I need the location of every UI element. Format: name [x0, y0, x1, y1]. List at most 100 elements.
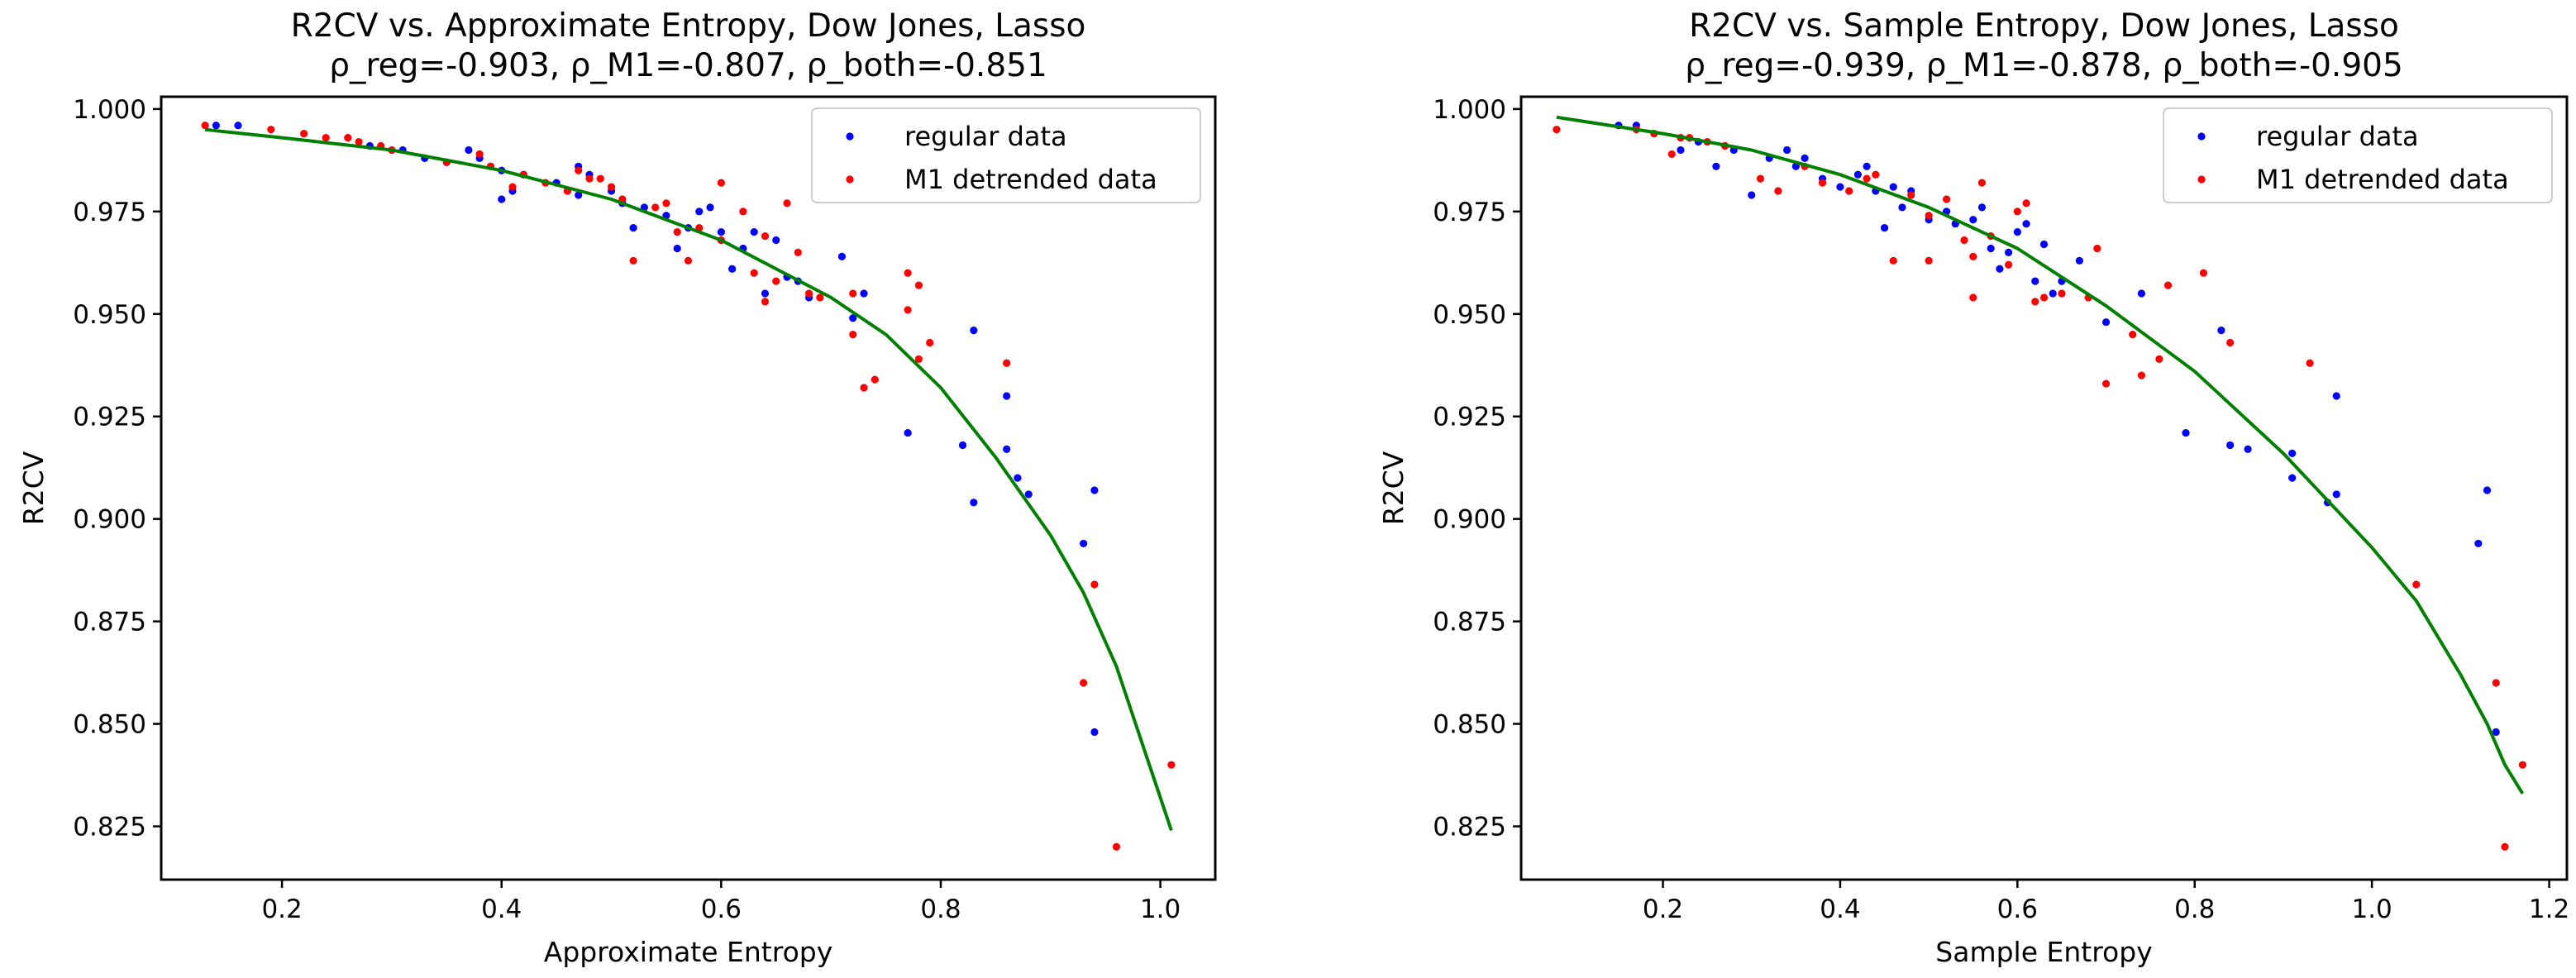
regular-data-point [728, 265, 737, 273]
x-tick-label: 0.6 [1997, 895, 2038, 924]
regular-data-point [2332, 490, 2340, 499]
regular-data-point [750, 228, 758, 236]
m1-data-point [750, 269, 758, 277]
m1-data-point [1003, 359, 1011, 367]
regular-data-point [498, 195, 506, 203]
m1-data-point [2129, 330, 2137, 339]
m1-data-point [1872, 170, 1880, 179]
m1-data-point [1925, 212, 1933, 220]
regular-data-point [1090, 728, 1099, 737]
y-axis-label: R2CV [1377, 451, 1410, 525]
m1-data-point [1080, 679, 1088, 687]
m1-data-point [596, 174, 604, 183]
regular-data-point [1801, 154, 1809, 162]
legend-marker [846, 175, 854, 184]
regular-data-point [904, 428, 912, 437]
m1-data-point [673, 228, 681, 236]
x-tick-label: 0.6 [701, 895, 742, 924]
regular-data-point [1712, 162, 1720, 170]
m1-data-point [926, 338, 934, 347]
x-tick-label: 0.2 [261, 895, 302, 924]
axes-frame [160, 95, 1217, 881]
x-tick-label: 0.8 [920, 895, 961, 924]
regular-data-point [849, 314, 857, 322]
m1-data-point [508, 183, 517, 191]
regular-data-point [2013, 228, 2021, 236]
regular-data-point [1977, 203, 1987, 212]
regular-data-point [706, 203, 714, 212]
regular-data-point [2039, 240, 2049, 249]
regular-data-point [860, 289, 868, 298]
m1-data-point [300, 130, 308, 138]
m1-data-point [1774, 187, 1782, 195]
m1-data-point [2137, 371, 2146, 379]
series-regular [1615, 122, 2500, 737]
m1-data-point [1818, 179, 1827, 187]
m1-data-point [2412, 580, 2421, 589]
chart-subtitle: ρ_reg=-0.939, ρ_M1=-0.878, ρ_both=-0.905 [1685, 47, 2403, 84]
regular-data-point [2332, 392, 2340, 400]
m1-data-point [1977, 179, 1987, 187]
m1-data-point [2101, 379, 2111, 388]
x-tick-label: 1.0 [2351, 895, 2392, 924]
m1-data-point [2199, 269, 2208, 277]
m1-data-point [1667, 150, 1676, 159]
regular-data-point [2492, 728, 2500, 737]
m1-data-point [1942, 195, 1951, 203]
regular-data-point [2005, 248, 2013, 257]
y-tick-label: 1.000 [1433, 95, 1506, 125]
m1-data-point [651, 203, 660, 212]
m1-data-point [849, 289, 857, 298]
legend-label: regular data [2256, 121, 2419, 152]
regular-data-point [2226, 441, 2235, 450]
series-m1-detrended [1553, 126, 2526, 851]
m1-data-point [585, 174, 594, 183]
regular-data-point [2182, 428, 2190, 437]
regular-data-point [837, 252, 847, 260]
y-tick-label: 0.950 [73, 300, 146, 330]
y-tick-label: 0.950 [1433, 300, 1506, 330]
chart-title: R2CV vs. Sample Entropy, Dow Jones, Lass… [1689, 7, 2399, 45]
regular-data-point [465, 146, 473, 155]
y-tick-label: 1.000 [73, 95, 146, 125]
x-tick-label: 1.0 [1140, 895, 1181, 924]
m1-data-point [2518, 761, 2526, 769]
m1-data-point [2155, 355, 2163, 363]
y-tick-label: 0.850 [1433, 710, 1506, 740]
fit-curve [1556, 115, 2525, 794]
regular-data-point [1969, 216, 1977, 224]
m1-data-point [772, 277, 780, 285]
regular-data-point [695, 208, 704, 216]
m1-data-point [914, 355, 923, 363]
regular-data-point [2244, 445, 2252, 453]
m1-data-point [2501, 842, 2509, 851]
regular-data-point [1996, 265, 2004, 273]
y-tick-label: 0.975 [1433, 198, 1506, 227]
y-tick-label: 0.925 [1433, 403, 1506, 432]
x-axis-label: Approximate Entropy [544, 936, 833, 968]
legend-marker [846, 132, 854, 141]
m1-data-point [914, 281, 923, 289]
m1-data-point [662, 199, 670, 208]
m1-data-point [783, 199, 791, 208]
regular-data-point [2483, 486, 2492, 494]
regular-data-point [2022, 220, 2030, 228]
regular-data-point [970, 499, 978, 507]
m1-data-point [2031, 298, 2039, 306]
regular-data-point [2049, 289, 2057, 298]
m1-data-point [2226, 338, 2235, 347]
m1-data-point [849, 330, 857, 339]
y-tick-label: 0.925 [73, 403, 146, 432]
legend-box [2163, 107, 2553, 203]
legend: regular data M1 detrended data [811, 107, 1201, 203]
x-tick-label: 0.8 [2174, 895, 2215, 924]
regular-data-point [958, 441, 967, 450]
regular-data-point [1024, 490, 1033, 499]
regular-data-point [1003, 445, 1011, 453]
y-tick-label: 0.825 [73, 813, 146, 842]
m1-data-point [1907, 191, 1915, 199]
legend-marker [2197, 132, 2206, 141]
regular-data-point [761, 289, 770, 298]
m1-data-point [2058, 289, 2066, 298]
m1-data-point [629, 256, 637, 265]
